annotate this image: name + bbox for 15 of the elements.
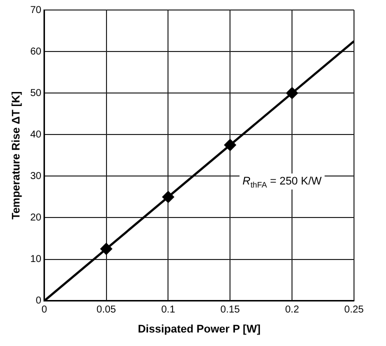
x-tick-label: 0.25	[344, 304, 364, 316]
x-tick-label: 0.15	[220, 304, 240, 316]
y-tick-label: 50	[30, 88, 42, 99]
y-tick-label: 60	[30, 46, 42, 58]
y-tick-label: 70	[30, 4, 42, 16]
y-tick-label: 20	[30, 212, 42, 224]
x-tick-label: 0.1	[161, 304, 176, 316]
y-axis-title: Temperature Rise ΔT [K]	[10, 91, 23, 220]
y-tick-label: 0	[36, 296, 42, 307]
y-tick-label: 30	[30, 170, 42, 182]
x-tick-label: 0.2	[285, 304, 300, 316]
y-tick-label: 10	[30, 254, 42, 266]
x-axis-title: Dissipated Power P [W]	[138, 323, 261, 336]
x-tick-label: 0.05	[96, 304, 116, 316]
y-tick-label: 40	[30, 129, 42, 140]
